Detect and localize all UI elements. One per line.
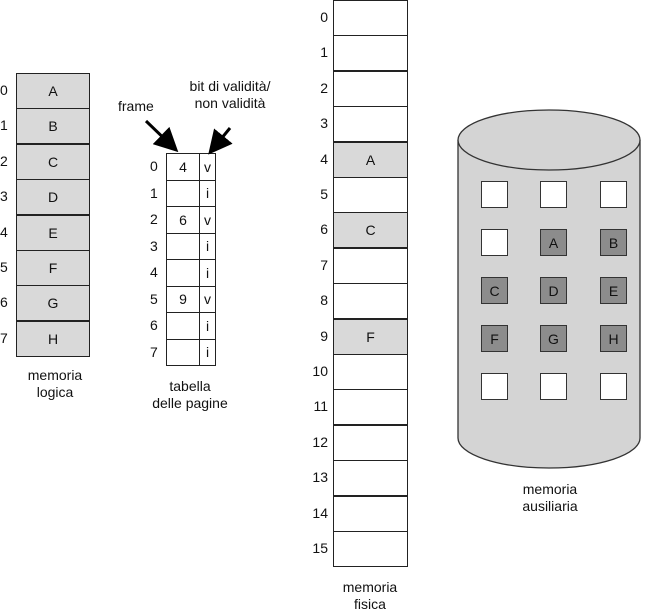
logical-page-cell: G [16, 285, 90, 322]
frame-arrow [144, 119, 179, 153]
page-table-index: 4 [150, 264, 158, 280]
physical-frame-index: 6 [320, 221, 328, 238]
logical-page-cell: C [16, 143, 90, 180]
physical-frame-index: 10 [312, 363, 328, 379]
physical-frame-index: 5 [320, 186, 328, 202]
physical-frame-index: 0 [320, 9, 328, 25]
backing-store-page-cell [600, 181, 627, 208]
backing-store-page-cell: A [540, 229, 567, 256]
physical-frame-index: 1 [320, 44, 328, 61]
physical-frame-index: 11 [313, 398, 328, 415]
backing-store-page-cell [481, 373, 508, 400]
backing-store-caption: memoria ausiliaria [522, 481, 578, 514]
page-table-index: 6 [150, 317, 158, 333]
backing-store-page-cell: C [481, 277, 508, 304]
frame-label: frame [118, 98, 154, 114]
logical-index: 5 [0, 259, 8, 275]
physical-memory-caption: memoria fisica [342, 579, 398, 612]
backing-store-page-cell: E [600, 277, 627, 304]
physical-frame-index: 14 [312, 504, 328, 521]
physical-frame-index: 15 [312, 540, 328, 556]
physical-frame-cell [333, 70, 408, 107]
backing-store-page-cell: G [540, 325, 567, 352]
backing-store-page-cell: B [600, 229, 627, 256]
physical-frame-cell: A [333, 141, 408, 178]
physical-frame-index: 12 [312, 433, 328, 450]
logical-index: 3 [0, 188, 8, 205]
page-table-frame-cell [166, 338, 200, 366]
physical-frame-index: 7 [320, 256, 328, 273]
page-table-frame-cell [166, 259, 200, 287]
logical-page-cell: D [16, 179, 90, 216]
page-table-valid-bit-cell: i [200, 338, 216, 366]
logical-page-cell: H [16, 320, 90, 357]
backing-store-page-cell: H [600, 325, 627, 352]
physical-frame-index: 13 [312, 469, 328, 486]
valid-bit-arrow [208, 127, 233, 155]
backing-store-page-cell [600, 373, 627, 400]
physical-frame-cell: F [333, 318, 408, 355]
physical-frame-cell [333, 35, 408, 72]
physical-frame-cell [333, 531, 408, 567]
page-table-frame-cell: 9 [166, 285, 200, 313]
physical-frame-cell [333, 354, 408, 390]
physical-frame-index: 9 [320, 327, 328, 344]
backing-store-page-cell [540, 373, 567, 400]
logical-index: 7 [0, 329, 8, 346]
physical-frame-index: 4 [320, 150, 328, 167]
backing-store-page-cell: F [481, 325, 508, 352]
backing-store-page-cell [481, 181, 508, 208]
page-table-index: 1 [150, 184, 158, 201]
physical-frame-cell [333, 495, 408, 532]
valid-bit-label: bit di validità/ non validità [189, 78, 271, 111]
page-table-index: 0 [150, 158, 158, 174]
physical-frame-cell [333, 389, 408, 426]
physical-frame-cell: C [333, 212, 408, 249]
physical-frame-cell [333, 0, 408, 36]
physical-frame-cell [333, 283, 408, 320]
logical-index: 6 [0, 294, 8, 311]
backing-store-page-cell [540, 181, 567, 208]
page-table-index: 7 [150, 343, 158, 360]
physical-frame-cell [333, 177, 408, 213]
page-table-index: 5 [150, 290, 158, 307]
page-table-caption: tabella delle pagine [152, 378, 228, 411]
physical-frame-cell [333, 247, 408, 284]
logical-index: 2 [0, 152, 8, 169]
logical-index: 4 [0, 223, 8, 240]
physical-frame-cell [333, 424, 408, 461]
logical-memory-caption: memoria logica [27, 367, 83, 400]
page-table-index: 2 [150, 211, 158, 227]
physical-frame-index: 8 [320, 292, 328, 309]
page-table-frame-cell [166, 312, 200, 340]
logical-index: 1 [0, 117, 8, 134]
page-table-index: 3 [150, 237, 158, 254]
logical-page-cell: F [16, 250, 90, 286]
logical-page-cell: B [16, 108, 90, 145]
backing-store-page-cell [481, 229, 508, 256]
logical-index: 0 [0, 82, 8, 98]
backing-store-page-cell: D [540, 277, 567, 304]
physical-frame-index: 3 [320, 115, 328, 132]
physical-frame-cell [333, 106, 408, 143]
physical-frame-index: 2 [320, 79, 328, 96]
physical-frame-cell [333, 460, 408, 497]
